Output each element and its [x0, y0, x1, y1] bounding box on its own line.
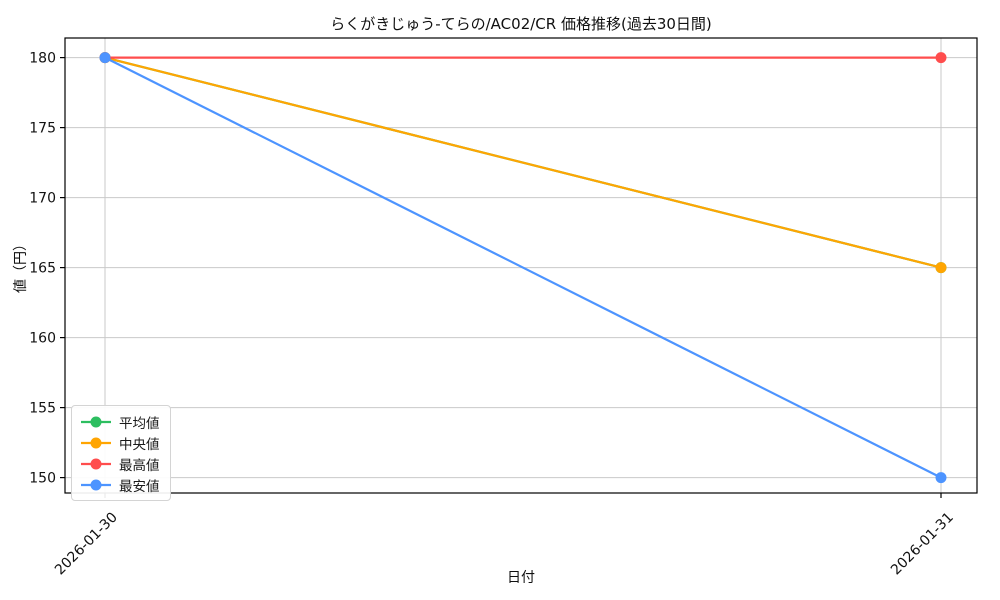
data-point-marker: [935, 262, 947, 274]
legend-swatch: [81, 416, 111, 427]
legend-item: 平均値: [80, 412, 160, 432]
data-point-marker: [935, 472, 947, 484]
y-tick-label: 170: [29, 191, 56, 207]
legend-item: 最高値: [80, 454, 160, 474]
legend-label: 中央値: [119, 436, 160, 453]
x-axis-label: 日付: [507, 570, 535, 586]
data-point-marker: [935, 52, 947, 64]
y-tick-label: 150: [29, 471, 56, 487]
data-point-marker: [99, 52, 111, 64]
y-tick-label: 180: [29, 51, 56, 67]
y-tick-label: 175: [29, 121, 56, 137]
y-tick-label: 160: [29, 331, 56, 347]
legend-label: 最安値: [119, 478, 160, 495]
legend-label: 最高値: [119, 457, 160, 474]
legend-item: 中央値: [80, 433, 160, 453]
y-axis-label: 値（円）: [13, 237, 29, 293]
series-line: [104, 56, 942, 479]
chart-legend: 平均値中央値最高値最安値: [71, 405, 171, 501]
chart-title: らくがきじゅう-てらの/AC02/CR 価格推移(過去30日間): [330, 15, 712, 33]
y-tick-label: 155: [29, 401, 56, 417]
legend-label: 平均値: [119, 415, 160, 432]
plot-frame: [64, 37, 978, 494]
legend-swatch: [81, 437, 111, 448]
series-line: [104, 56, 942, 269]
y-tick-label: 165: [29, 261, 56, 277]
legend-item: 最安値: [80, 475, 160, 495]
legend-swatch: [81, 479, 111, 490]
legend-swatch: [81, 458, 111, 469]
